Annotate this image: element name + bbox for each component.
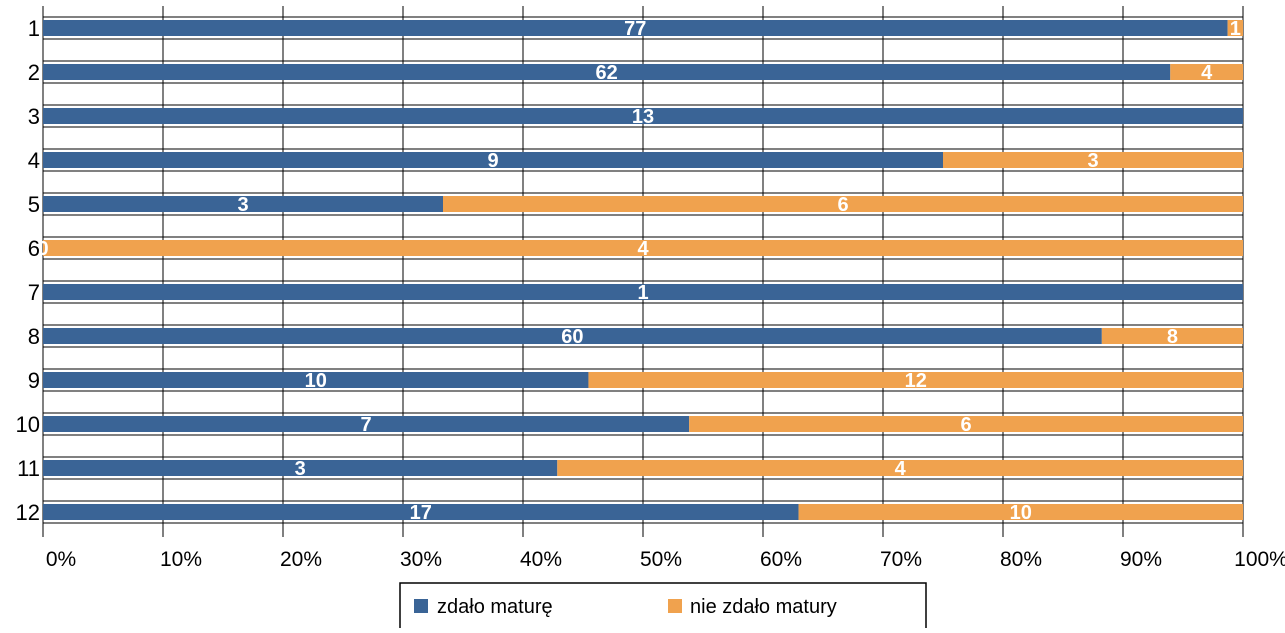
x-tick-label: 60% bbox=[760, 548, 802, 571]
bar-segment bbox=[43, 328, 1102, 344]
category-label: 4 bbox=[28, 148, 40, 173]
data-label: 3 bbox=[295, 458, 306, 480]
category-label: 2 bbox=[28, 60, 40, 85]
data-label: 10 bbox=[305, 370, 327, 392]
x-tick-label: 40% bbox=[520, 548, 562, 571]
legend-label: zdało maturę bbox=[437, 596, 553, 618]
axes: 0% 10% 20% 30% 40% 50% 60% 70% 80% 90% 100%1234567… bbox=[16, 16, 1285, 571]
bar-segment bbox=[689, 416, 1243, 432]
bar-segment bbox=[43, 372, 589, 388]
x-tick-label: 10% bbox=[160, 548, 202, 571]
data-label: 17 bbox=[410, 502, 432, 524]
data-label: 12 bbox=[905, 370, 927, 392]
bar-segment bbox=[1227, 20, 1243, 36]
x-tick-label: 0% bbox=[46, 548, 76, 571]
category-label: 9 bbox=[28, 368, 40, 393]
category-label: 6 bbox=[28, 236, 40, 261]
data-label: 7 bbox=[361, 414, 372, 436]
category-label: 5 bbox=[28, 192, 40, 217]
bar-segment bbox=[557, 460, 1243, 476]
bar-segment bbox=[43, 504, 799, 520]
x-tick-label: 80% bbox=[1000, 548, 1042, 571]
legend-swatch bbox=[414, 599, 428, 613]
category-label: 12 bbox=[16, 500, 40, 525]
data-label: 9 bbox=[487, 150, 498, 172]
x-tick-label: 70% bbox=[880, 548, 922, 571]
data-label: 3 bbox=[1087, 150, 1098, 172]
legend-label: nie zdało matury bbox=[690, 596, 837, 618]
data-label: 1 bbox=[637, 282, 648, 304]
legend-box bbox=[399, 582, 927, 633]
grid bbox=[42, 6, 1244, 537]
category-label: 3 bbox=[28, 104, 40, 129]
x-tick-label: 20% bbox=[280, 548, 322, 571]
bar-segment bbox=[43, 196, 443, 212]
bar-segment bbox=[43, 152, 943, 168]
data-label: 4 bbox=[637, 238, 649, 260]
data-label: 60 bbox=[561, 326, 583, 348]
legend: zdało maturę nie zdało matury bbox=[399, 582, 927, 633]
data-label: 6 bbox=[837, 194, 848, 216]
bar-segment bbox=[43, 284, 1243, 300]
data-label: 13 bbox=[632, 106, 654, 128]
bar-segment bbox=[43, 20, 1228, 36]
x-tick-label: 30% bbox=[400, 548, 442, 571]
bar-segment bbox=[443, 196, 1243, 212]
bars bbox=[43, 20, 1243, 520]
bar-segment bbox=[588, 372, 1243, 388]
legend-swatch bbox=[668, 599, 682, 613]
category-label: 7 bbox=[28, 280, 40, 305]
bar-segment bbox=[1170, 64, 1243, 80]
bar-segment bbox=[43, 416, 690, 432]
data-label: 8 bbox=[1167, 326, 1178, 348]
bar-segment bbox=[943, 152, 1243, 168]
data-label: 0 bbox=[37, 238, 48, 260]
category-label: 10 bbox=[16, 412, 40, 437]
bar-segment bbox=[43, 108, 1243, 124]
data-label: 4 bbox=[1201, 62, 1213, 84]
data-label: 10 bbox=[1010, 502, 1032, 524]
data-label: 6 bbox=[961, 414, 972, 436]
category-label: 8 bbox=[28, 324, 40, 349]
x-tick-label: 90% bbox=[1120, 548, 1162, 571]
bar-segment bbox=[1101, 328, 1243, 344]
data-label: 1 bbox=[1230, 18, 1241, 40]
data-label: 4 bbox=[895, 458, 907, 480]
category-label: 11 bbox=[17, 456, 40, 481]
x-tick-label: 100% bbox=[1234, 548, 1285, 571]
bar-segment bbox=[43, 64, 1171, 80]
data-label: 77 bbox=[624, 18, 646, 40]
x-tick-label: 50% bbox=[640, 548, 682, 571]
data-label: 62 bbox=[596, 62, 618, 84]
bar-segment bbox=[798, 504, 1243, 520]
bar-segment bbox=[43, 240, 1243, 256]
category-label: 1 bbox=[28, 16, 40, 41]
bar-segment bbox=[43, 460, 558, 476]
data-label: 3 bbox=[237, 194, 248, 216]
